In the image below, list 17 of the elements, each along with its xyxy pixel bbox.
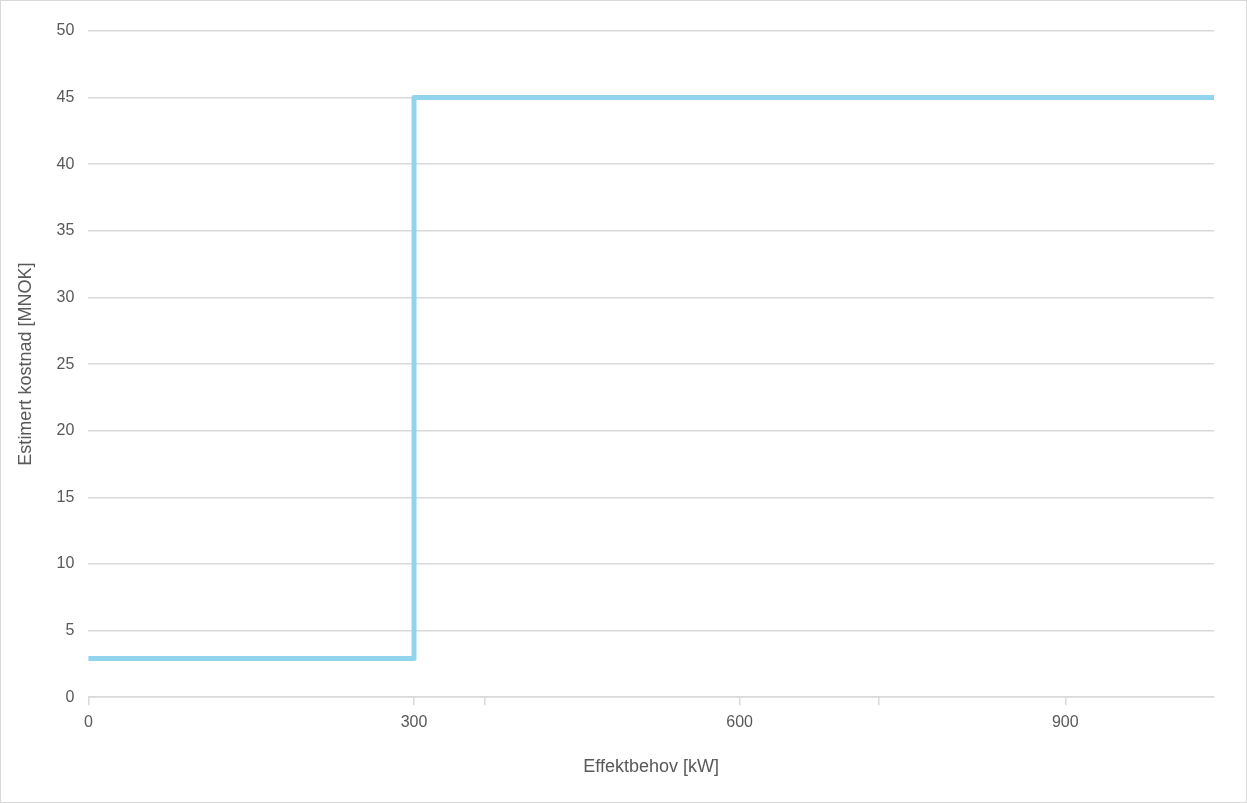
- y-axis-title: Estimert kostnad [MNOK]: [14, 262, 35, 466]
- y-tick-label: 15: [56, 487, 75, 505]
- x-tick-label: 900: [1051, 713, 1079, 731]
- x-tick-label: 600: [726, 713, 754, 731]
- y-tick-label: 30: [56, 287, 75, 305]
- y-tick-label: 45: [56, 88, 75, 106]
- y-tick-label: 40: [56, 154, 75, 172]
- x-tick-label: 300: [400, 713, 428, 731]
- y-tick-label: 50: [56, 21, 75, 39]
- y-tick-label: 35: [56, 221, 75, 239]
- x-axis-title: Effektbehov [kW]: [583, 756, 720, 777]
- y-tick-label: 25: [56, 354, 75, 372]
- x-tick-label: 0: [83, 713, 93, 731]
- y-tick-label: 0: [65, 687, 75, 705]
- y-tick-label: 5: [65, 620, 75, 638]
- y-tick-label: 20: [56, 421, 75, 439]
- y-tick-label: 10: [56, 554, 75, 572]
